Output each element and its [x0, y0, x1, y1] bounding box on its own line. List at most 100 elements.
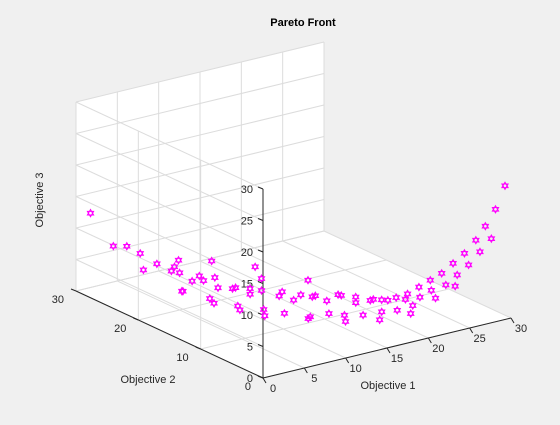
data-point[interactable]	[481, 221, 490, 231]
data-point[interactable]	[231, 283, 240, 293]
data-point[interactable]	[501, 181, 509, 191]
data-point[interactable]	[471, 235, 480, 245]
data-point[interactable]	[304, 313, 313, 324]
data-point[interactable]	[460, 248, 469, 258]
data-point[interactable]	[322, 296, 331, 306]
data-point[interactable]	[324, 308, 333, 319]
grid-line-y-floor	[138, 259, 387, 321]
x-tick-label: 15	[391, 353, 403, 365]
data-point[interactable]	[431, 293, 440, 303]
data-point[interactable]	[426, 275, 435, 285]
data-point[interactable]	[475, 247, 484, 257]
data-point[interactable]	[246, 283, 255, 294]
data-point[interactable]	[453, 270, 462, 280]
tick-labels: 0 5 10 15 20 25 30 0 10 20 30 0 5 10 15 20 25 30	[52, 184, 527, 395]
data-point[interactable]	[207, 256, 216, 266]
x-tick-mark	[345, 357, 350, 364]
data-point[interactable]	[415, 292, 424, 302]
data-point[interactable]	[341, 316, 350, 327]
grid-line-x-floor	[241, 250, 429, 339]
data-point[interactable]	[257, 273, 266, 284]
x-tick-label: 5	[311, 373, 317, 385]
data-point[interactable]	[259, 304, 268, 315]
data-point[interactable]	[275, 291, 284, 301]
data-point[interactable]	[210, 298, 218, 308]
z-axis-label: Objective 3	[34, 172, 46, 227]
data-point[interactable]	[170, 262, 179, 272]
data-point[interactable]	[403, 289, 412, 299]
data-point[interactable]	[167, 266, 176, 276]
data-point[interactable]	[210, 272, 219, 283]
data-point[interactable]	[392, 293, 401, 303]
data-point[interactable]	[377, 307, 386, 317]
z-tick-label: 10	[241, 310, 253, 322]
grid-line-z-back	[75, 230, 325, 292]
data-point[interactable]	[178, 286, 187, 296]
data-point[interactable]	[383, 295, 392, 305]
data-point[interactable]	[393, 305, 402, 315]
data-point[interactable]	[251, 262, 260, 272]
data-point[interactable]	[427, 285, 436, 295]
data-point[interactable]	[139, 265, 148, 275]
y-axis-line	[75, 290, 264, 379]
data-point[interactable]	[188, 276, 197, 286]
data-point[interactable]	[351, 292, 360, 302]
data-point[interactable]	[195, 271, 204, 281]
data-points[interactable]	[86, 181, 509, 327]
grid-line-z-left	[75, 196, 264, 284]
data-point[interactable]	[487, 234, 496, 244]
x-tick-mark	[427, 337, 432, 344]
data-point[interactable]	[136, 248, 145, 259]
data-point[interactable]	[340, 310, 349, 320]
data-point[interactable]	[406, 308, 415, 319]
data-point[interactable]	[401, 294, 410, 305]
data-point[interactable]	[235, 305, 244, 315]
data-point[interactable]	[174, 255, 183, 265]
data-point[interactable]	[414, 282, 423, 292]
data-point[interactable]	[214, 283, 222, 293]
data-point[interactable]	[289, 295, 298, 305]
x-tick-label: 25	[474, 333, 486, 345]
data-point[interactable]	[175, 268, 184, 278]
grid-line-z-back	[75, 167, 325, 229]
data-point[interactable]	[377, 295, 386, 305]
data-point[interactable]	[369, 294, 378, 304]
data-point[interactable]	[359, 310, 368, 320]
data-point[interactable]	[491, 204, 500, 214]
data-point[interactable]	[449, 258, 458, 268]
data-point[interactable]	[199, 275, 208, 286]
y-tick-mark	[195, 346, 201, 350]
data-point[interactable]	[334, 290, 343, 300]
grid-line-z-back	[75, 199, 325, 260]
data-point[interactable]	[122, 241, 131, 251]
z-tick-label: 30	[241, 184, 253, 196]
grid-line-z-back	[75, 41, 325, 103]
data-point[interactable]	[257, 285, 266, 296]
data-point[interactable]	[408, 300, 417, 311]
data-point[interactable]	[304, 275, 312, 285]
data-point[interactable]	[205, 293, 214, 304]
data-point[interactable]	[311, 291, 320, 301]
data-point[interactable]	[296, 290, 305, 300]
data-point[interactable]	[152, 259, 161, 269]
grid-line-z-left	[75, 133, 264, 221]
data-point[interactable]	[451, 281, 460, 291]
grid-line-z-left	[75, 164, 264, 253]
data-point[interactable]	[441, 280, 450, 290]
x-tick-mark	[303, 367, 308, 374]
grid-line-x-floor	[117, 280, 305, 369]
x-tick-label: 10	[350, 363, 362, 375]
data-point[interactable]	[437, 268, 446, 278]
data-point[interactable]	[109, 241, 118, 251]
data-point[interactable]	[86, 208, 95, 218]
data-point[interactable]	[278, 287, 287, 297]
data-point[interactable]	[375, 315, 384, 325]
data-point[interactable]	[260, 311, 269, 321]
data-point[interactable]	[280, 308, 289, 318]
x-axis-label: Objective 1	[360, 380, 415, 392]
y-axis-label: Objective 2	[120, 374, 175, 386]
data-point[interactable]	[464, 260, 473, 270]
z-tick-label: 20	[241, 247, 253, 259]
z-tick-mark	[257, 186, 264, 190]
z-tick-label: 15	[241, 279, 253, 291]
